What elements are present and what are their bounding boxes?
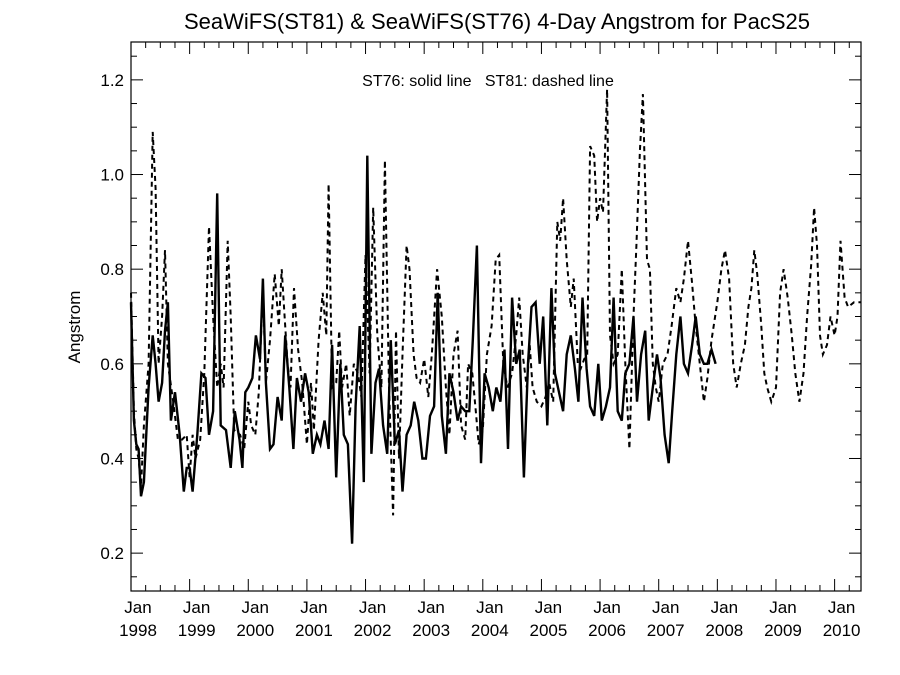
x-tick-year-label: 1999 — [178, 621, 216, 640]
x-tick-month-label: Jan — [417, 598, 444, 617]
plot-frame — [130, 41, 862, 592]
y-tick-label: 0.6 — [100, 355, 124, 374]
x-tick-month-label: Jan — [711, 598, 738, 617]
x-tick-month-label: Jan — [124, 598, 151, 617]
x-tick-year-label: 2006 — [588, 621, 626, 640]
x-tick-month-label: Jan — [828, 598, 855, 617]
x-tick-year-label: 2009 — [764, 621, 802, 640]
x-tick-year-label: 2004 — [471, 621, 509, 640]
x-tick-month-label: Jan — [183, 598, 210, 617]
x-tick-year-label: 2002 — [354, 621, 392, 640]
x-tick-year-label: 2008 — [705, 621, 743, 640]
x-tick-year-label: 1998 — [119, 621, 157, 640]
axes-layer: 0.2 0.4 0.6 0.8 1.0 1.2 Jan 1998 Jan 1999 Jan 2000 J… — [100, 41, 862, 640]
series-line-solid — [129, 155, 717, 544]
y-tick-label: 1.2 — [100, 71, 124, 90]
y-axis-title: Angstrom — [65, 291, 84, 364]
x-tick-year-label: 2000 — [236, 621, 274, 640]
x-tick-month-label: Jan — [593, 598, 620, 617]
x-tick-year-label: 2007 — [647, 621, 685, 640]
y-tick-label: 0.8 — [100, 260, 124, 279]
x-tick-month-label: Jan — [300, 598, 327, 617]
line-style-annotation: ST76: solid line ST81: dashed line — [362, 73, 614, 90]
y-tick-label: 0.2 — [100, 544, 124, 563]
x-tick-year-label: 2010 — [823, 621, 861, 640]
x-tick-month-label: Jan — [535, 598, 562, 617]
y-tick-label: 1.0 — [100, 166, 124, 185]
x-tick-month-label: Jan — [476, 598, 503, 617]
x-tick-year-label: 2003 — [412, 621, 450, 640]
series-layer — [129, 89, 861, 544]
x-tick-month-label: Jan — [359, 598, 386, 617]
x-tick-year-label: 2005 — [530, 621, 568, 640]
x-tick-month-label: Jan — [242, 598, 269, 617]
y-tick-label: 0.4 — [100, 449, 124, 468]
x-tick-year-label: 2001 — [295, 621, 333, 640]
chart-title: SeaWiFS(ST81) & SeaWiFS(ST76) 4-Day Angs… — [184, 9, 810, 34]
series-line-dashed — [130, 89, 861, 516]
x-tick-month-label: Jan — [769, 598, 796, 617]
x-tick-month-label: Jan — [652, 598, 679, 617]
